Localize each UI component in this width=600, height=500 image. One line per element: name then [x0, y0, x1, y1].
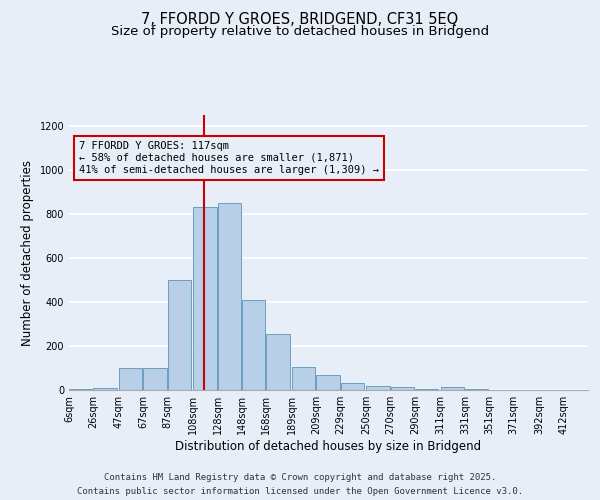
Bar — [94, 388, 117, 390]
Text: Contains HM Land Registry data © Crown copyright and database right 2025.: Contains HM Land Registry data © Crown c… — [104, 472, 496, 482]
Text: Contains public sector information licensed under the Open Government Licence v3: Contains public sector information licen… — [77, 488, 523, 496]
Bar — [415, 389, 439, 390]
Y-axis label: Number of detached properties: Number of detached properties — [21, 160, 34, 346]
Bar — [391, 388, 414, 390]
Bar — [266, 334, 290, 390]
Bar — [119, 368, 142, 390]
Bar — [218, 203, 241, 390]
Bar — [316, 374, 340, 390]
Bar — [193, 208, 217, 390]
Bar — [465, 389, 488, 390]
Bar — [143, 368, 167, 390]
Text: 7 FFORDD Y GROES: 117sqm
← 58% of detached houses are smaller (1,871)
41% of sem: 7 FFORDD Y GROES: 117sqm ← 58% of detach… — [79, 142, 379, 174]
Bar — [440, 388, 464, 390]
Bar — [167, 280, 191, 390]
Bar — [366, 386, 389, 390]
Text: Size of property relative to detached houses in Bridgend: Size of property relative to detached ho… — [111, 25, 489, 38]
Bar — [242, 300, 265, 390]
Bar — [69, 389, 92, 390]
X-axis label: Distribution of detached houses by size in Bridgend: Distribution of detached houses by size … — [175, 440, 482, 453]
Bar — [292, 367, 316, 390]
Text: 7, FFORDD Y GROES, BRIDGEND, CF31 5EQ: 7, FFORDD Y GROES, BRIDGEND, CF31 5EQ — [142, 12, 458, 28]
Bar — [341, 384, 364, 390]
